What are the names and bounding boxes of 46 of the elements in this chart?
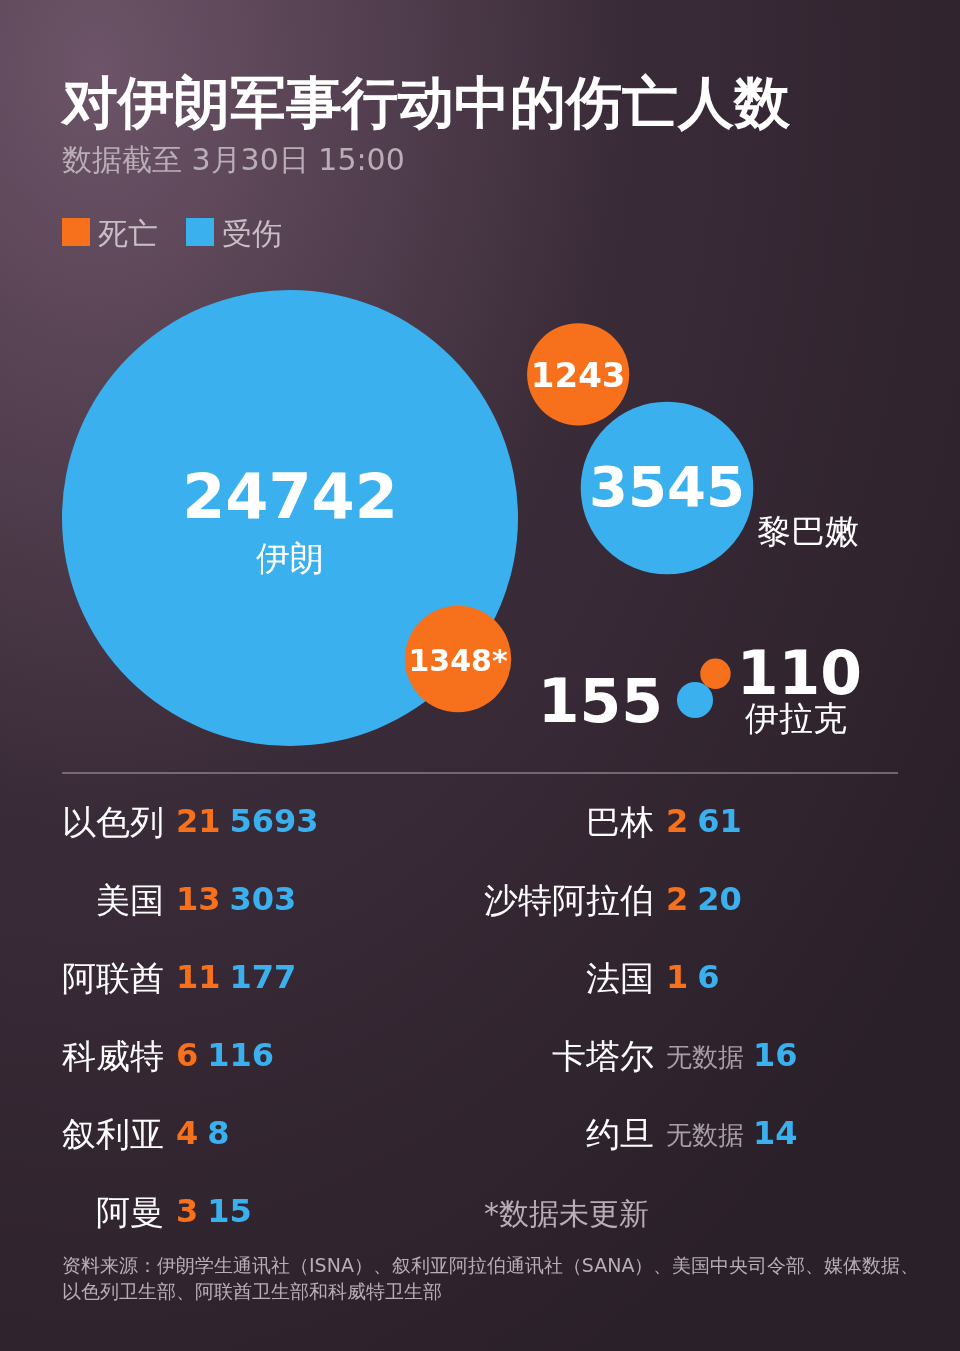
data-label: 1243: [530, 355, 626, 396]
category-label: 阿曼: [96, 1192, 164, 1232]
legend-label: 受伤: [222, 216, 282, 251]
data-label: 2: [666, 802, 689, 840]
data-label: 15: [207, 1192, 252, 1230]
data-label: 13: [176, 880, 221, 918]
legend-label: 死亡: [98, 216, 158, 251]
data-label: 16: [753, 1036, 798, 1074]
data-label: 8: [207, 1114, 230, 1152]
data-label: 无数据: [666, 1042, 744, 1072]
category-label: 法国: [586, 958, 654, 998]
category-label: 科威特: [62, 1036, 164, 1076]
text: 资料来源：伊朗学生通讯社（ISNA）、叙利亚阿拉伯通讯社（SANA）、美国中央司令部、媒体数据、以色列卫生部、阿联酋卫生部和科威特卫生部: [62, 1253, 921, 1304]
data-label: 6: [697, 958, 720, 996]
data-label: 155: [537, 666, 663, 736]
category-label: 阿联酋: [62, 958, 164, 998]
text: *数据未更新: [484, 1196, 649, 1231]
data-label: 24742: [182, 460, 398, 533]
category-label: 沙特阿拉伯: [484, 880, 654, 920]
data-label: 3545: [589, 454, 745, 519]
data-label: 2: [666, 880, 689, 918]
category-label: 约旦: [586, 1114, 654, 1154]
data-label: 14: [753, 1114, 798, 1152]
data-label: 6: [176, 1036, 199, 1074]
data-label: 116: [207, 1036, 275, 1074]
data-label: 3: [176, 1192, 199, 1230]
data-label: 61: [697, 802, 742, 840]
category-label: 卡塔尔: [552, 1036, 654, 1076]
category-label: 伊朗: [256, 538, 324, 578]
data-label: 1348*: [408, 643, 508, 678]
category-label: 黎巴嫩: [757, 511, 860, 551]
data-label: 20: [697, 880, 742, 918]
data-label: 5693: [229, 802, 319, 840]
data-label: 177: [229, 958, 297, 996]
text: 对伊朗军事行动中的伤亡人数: [60, 70, 791, 135]
data-label: 21: [176, 802, 221, 840]
category-label: 叙利亚: [62, 1114, 164, 1154]
data-label: 1: [666, 958, 689, 996]
data-label: 11: [176, 958, 221, 996]
data-label: 303: [229, 880, 297, 918]
data-label: 无数据: [666, 1120, 744, 1150]
category-label: 巴林: [586, 802, 654, 842]
category-label: 以色列: [62, 802, 164, 842]
text: 数据截至 3月30日 15:00: [62, 142, 405, 177]
data-label: 4: [176, 1114, 199, 1152]
category-label: 美国: [96, 880, 164, 920]
